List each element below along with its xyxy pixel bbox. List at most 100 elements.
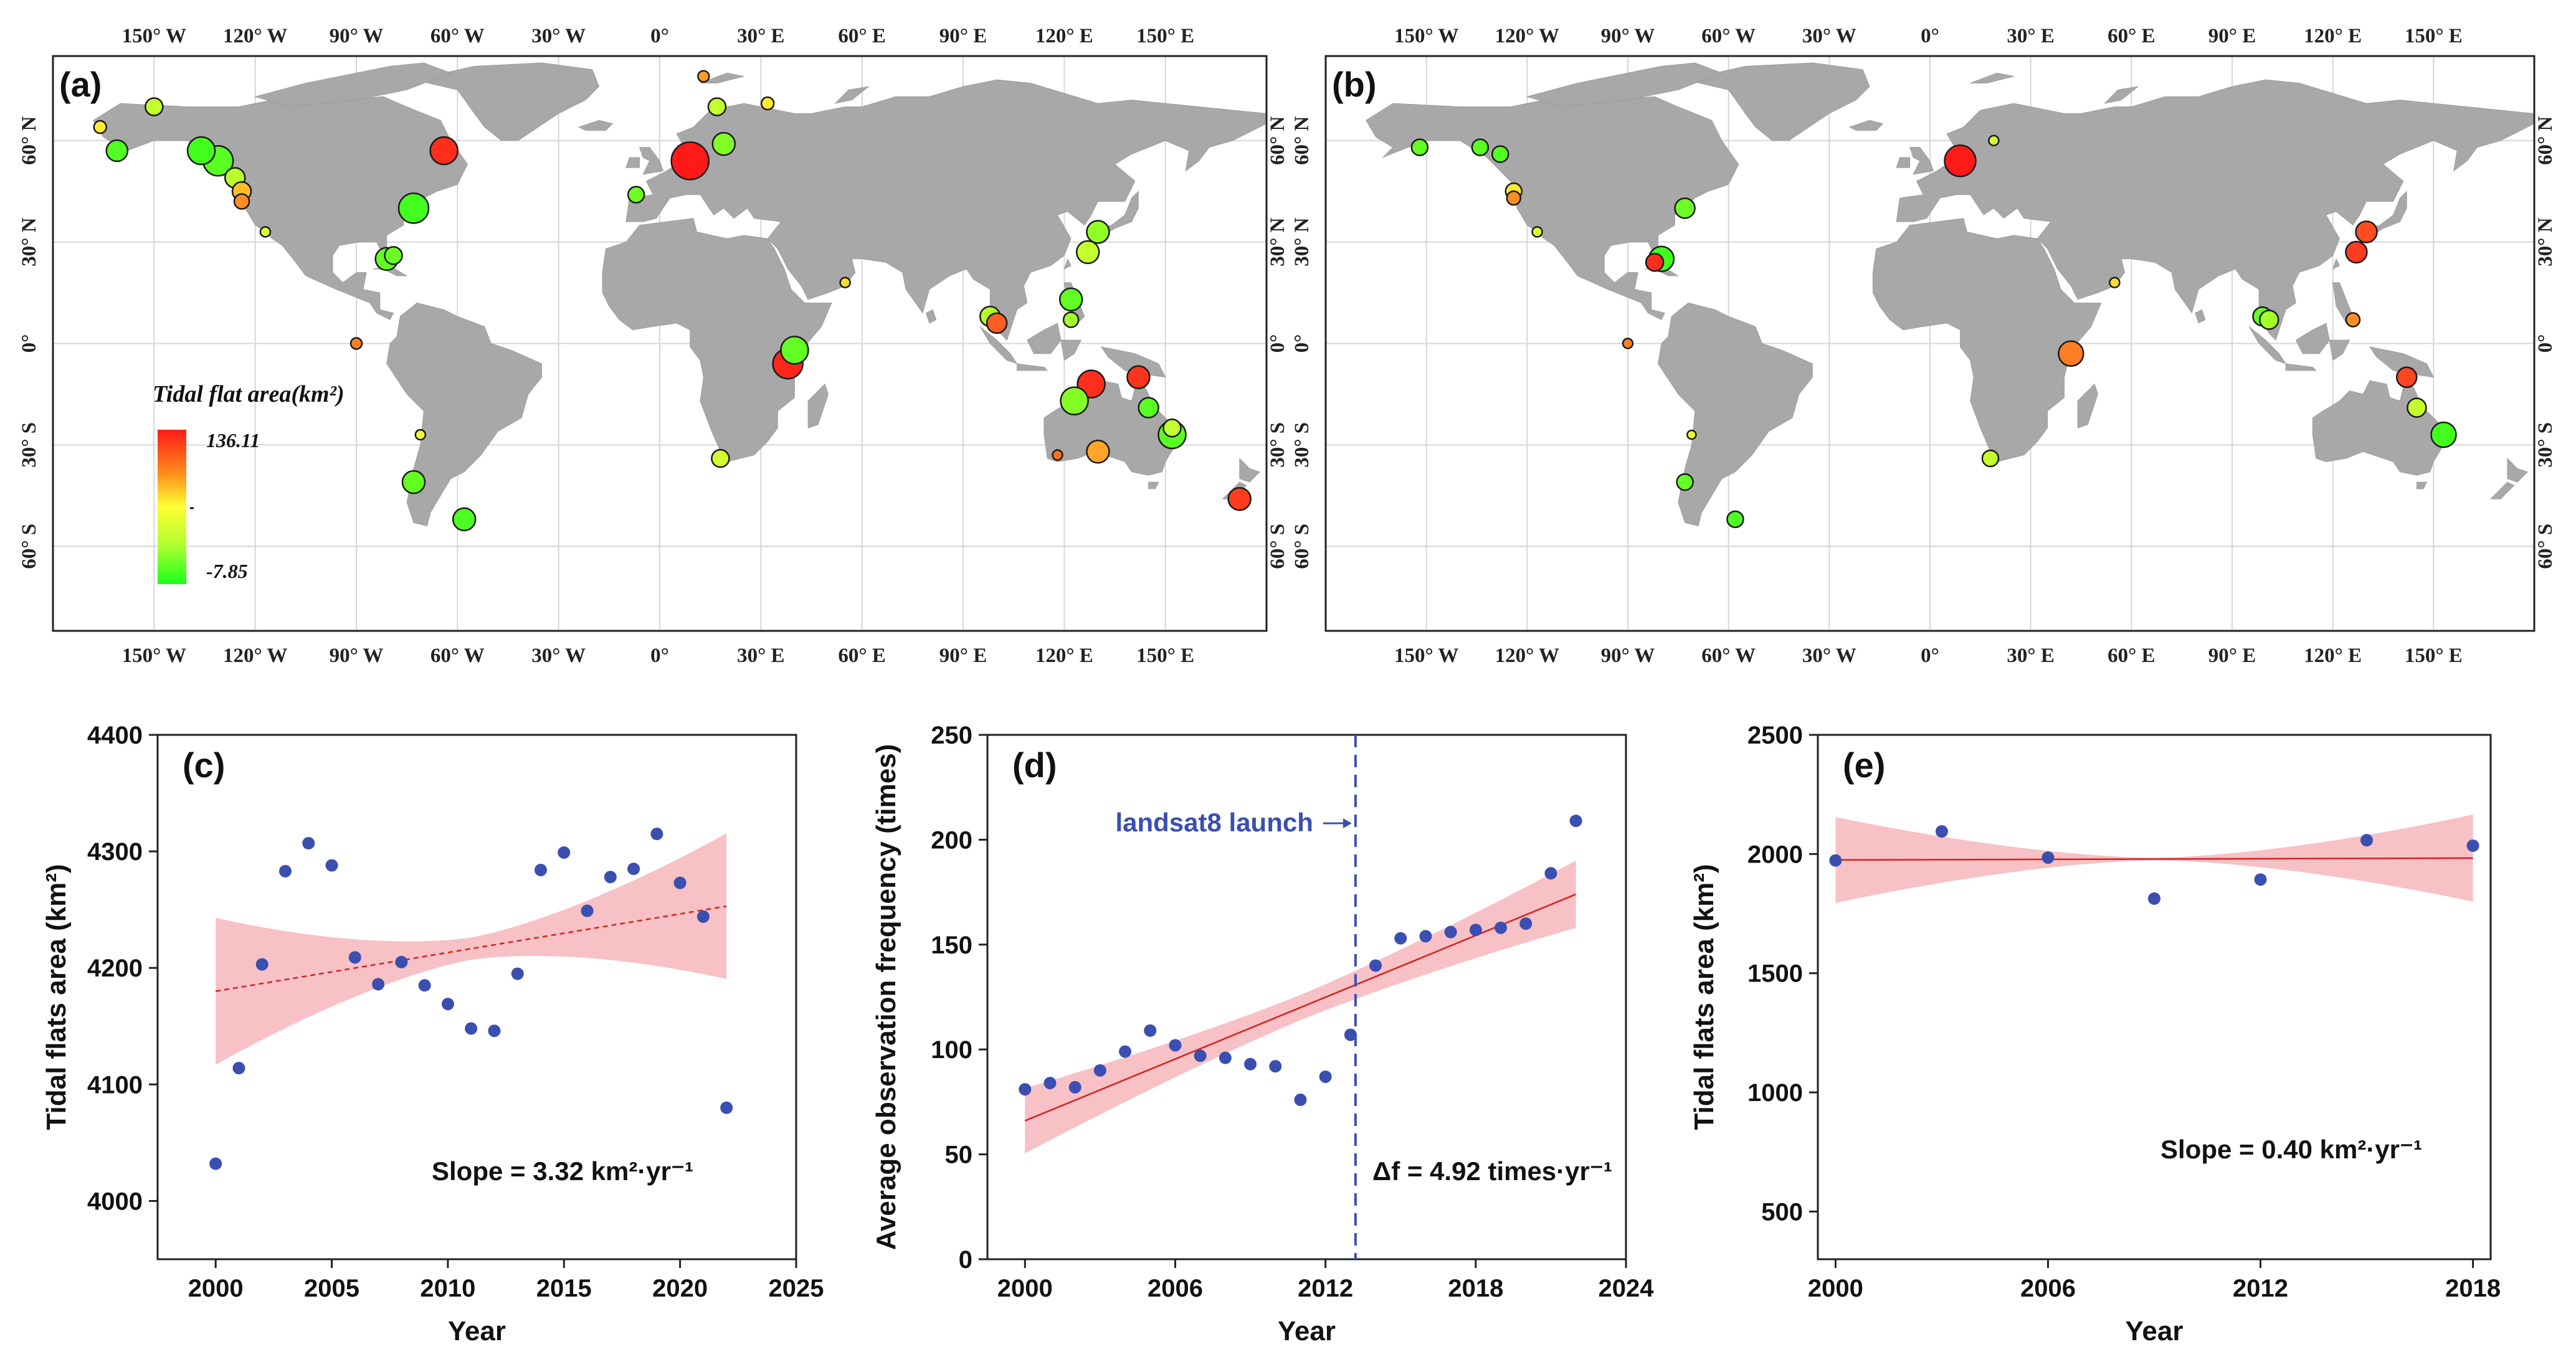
data-point: [255, 958, 269, 971]
data-point: [1544, 867, 1557, 880]
site-marker: [711, 131, 736, 156]
data-point: [1344, 1028, 1357, 1041]
site-marker: [397, 192, 430, 224]
lon-tick-label-top: 60° W: [1701, 25, 1756, 47]
data-point: [325, 859, 338, 872]
y-tick-label: 2500: [1747, 722, 1803, 749]
lon-tick-label-bottom: 90° W: [330, 645, 384, 667]
data-point: [650, 828, 663, 841]
x-tick-label: 2006: [2020, 1275, 2076, 1302]
site-marker: [2058, 340, 2084, 367]
site-marker: [1086, 439, 1110, 464]
x-tick-label: 2005: [304, 1275, 359, 1302]
site-marker: [2345, 240, 2368, 264]
x-tick-label: 2024: [1599, 1275, 1655, 1302]
lat-tick-label-left: 30° S: [1291, 422, 1313, 468]
data-point: [1119, 1045, 1132, 1058]
lon-tick-label-bottom: 60° W: [1701, 645, 1756, 667]
site-marker: [1944, 144, 1977, 177]
chart-panel-d: landsat8 launch 2000 2006 2012 2018 2024 0 50 10…: [871, 722, 1654, 1346]
y-tick-label: 0: [959, 1246, 972, 1274]
panel-label: (c): [183, 745, 225, 785]
site-marker: [145, 97, 164, 116]
chart-panel-e: 2000 2006 2012 2018 500 1000 1500 2000 2500 Year T…: [1689, 722, 2501, 1346]
data-point: [348, 951, 361, 964]
x-tick-label: 2020: [652, 1275, 708, 1302]
site-marker: [780, 336, 809, 365]
y-tick-label: 1500: [1747, 960, 1803, 988]
data-point: [1019, 1083, 1032, 1096]
y-tick-label: 4000: [87, 1188, 143, 1215]
lat-tick-label-right: 30° N: [2534, 217, 2557, 266]
lat-tick-label-right: 30° N: [1267, 217, 1289, 266]
site-marker: [384, 246, 403, 265]
site-marker: [1988, 135, 2000, 146]
site-marker: [233, 193, 250, 210]
map-border: [52, 55, 1268, 632]
data-point: [441, 998, 454, 1011]
lon-tick-label-bottom: 150° E: [1136, 645, 1194, 667]
site-marker: [105, 139, 129, 163]
map-panel-b: 150° W 120° W 90° W 60° W 30° W 0° 30° E 60° E 9…: [1291, 25, 2557, 667]
site-marker: [986, 312, 1008, 334]
legend-title: Tidal flat area(km²): [153, 381, 345, 407]
lat-tick-label-right: 30° S: [2534, 422, 2557, 468]
launch-arrowhead: [1343, 818, 1352, 828]
lat-tick-label-left: 30° S: [18, 422, 40, 468]
y-tick-label: 4100: [87, 1071, 143, 1099]
data-point: [488, 1024, 501, 1038]
fit-line: [1835, 857, 2473, 861]
site-marker: [1506, 190, 1522, 206]
site-marker: [1981, 449, 2000, 468]
lon-tick-label-top: 0°: [1921, 25, 1939, 47]
y-tick-label: 1000: [1747, 1079, 1803, 1107]
lat-tick-label-right: 60° N: [2534, 116, 2557, 164]
site-marker: [1676, 473, 1694, 491]
site-marker: [2259, 310, 2279, 330]
x-tick-label: 2010: [420, 1275, 475, 1302]
lon-tick-label-bottom: 150° W: [1394, 645, 1458, 667]
site-marker: [429, 136, 459, 166]
panel-label: (b): [1332, 65, 1377, 104]
panel-label: (a): [59, 65, 102, 104]
data-point: [279, 864, 292, 877]
y-tick-label: 2000: [1747, 841, 1803, 868]
data-point: [2148, 892, 2160, 905]
lat-tick-label-right: 60° N: [1267, 116, 1289, 164]
data-point: [1068, 1080, 1081, 1094]
data-point: [1419, 930, 1432, 943]
lon-tick-label-bottom: 120° W: [223, 645, 287, 667]
lon-tick-label-bottom: 30° E: [2007, 645, 2054, 667]
lon-tick-label-bottom: 90° E: [2208, 645, 2256, 667]
data-point: [1369, 959, 1382, 972]
launch-label: landsat8 launch: [1115, 808, 1313, 837]
data-point: [673, 876, 687, 889]
site-marker: [697, 70, 710, 83]
lon-tick-label-top: 150° W: [122, 25, 186, 47]
lat-tick-label-right: 30° S: [1267, 422, 1289, 468]
lon-tick-label-bottom: 120° E: [2304, 645, 2362, 667]
data-point: [581, 904, 594, 917]
data-point: [1244, 1057, 1257, 1071]
data-point: [465, 1022, 478, 1035]
data-point: [1495, 921, 1508, 934]
y-tick-label: 4400: [87, 722, 143, 749]
data-point: [1829, 854, 1842, 867]
data-point: [2041, 851, 2055, 864]
site-marker: [1471, 138, 1490, 156]
site-marker: [2109, 277, 2121, 289]
lat-tick-label-left: 30° N: [18, 217, 40, 266]
site-marker: [707, 97, 727, 116]
x-axis-label: Year: [1278, 1316, 1336, 1346]
site-marker: [1410, 138, 1429, 156]
data-point: [232, 1062, 245, 1075]
site-marker: [186, 136, 216, 166]
data-point: [1169, 1039, 1182, 1052]
data-point: [1219, 1051, 1232, 1064]
site-marker: [1060, 386, 1089, 416]
lon-tick-label-bottom: 30° W: [1802, 645, 1856, 667]
lat-tick-label-left: 0°: [18, 334, 40, 353]
fit-line: [1024, 893, 1577, 1122]
slope-annotation: Δf = 4.92 times·yr⁻¹: [1372, 1156, 1612, 1186]
data-point: [372, 978, 385, 991]
